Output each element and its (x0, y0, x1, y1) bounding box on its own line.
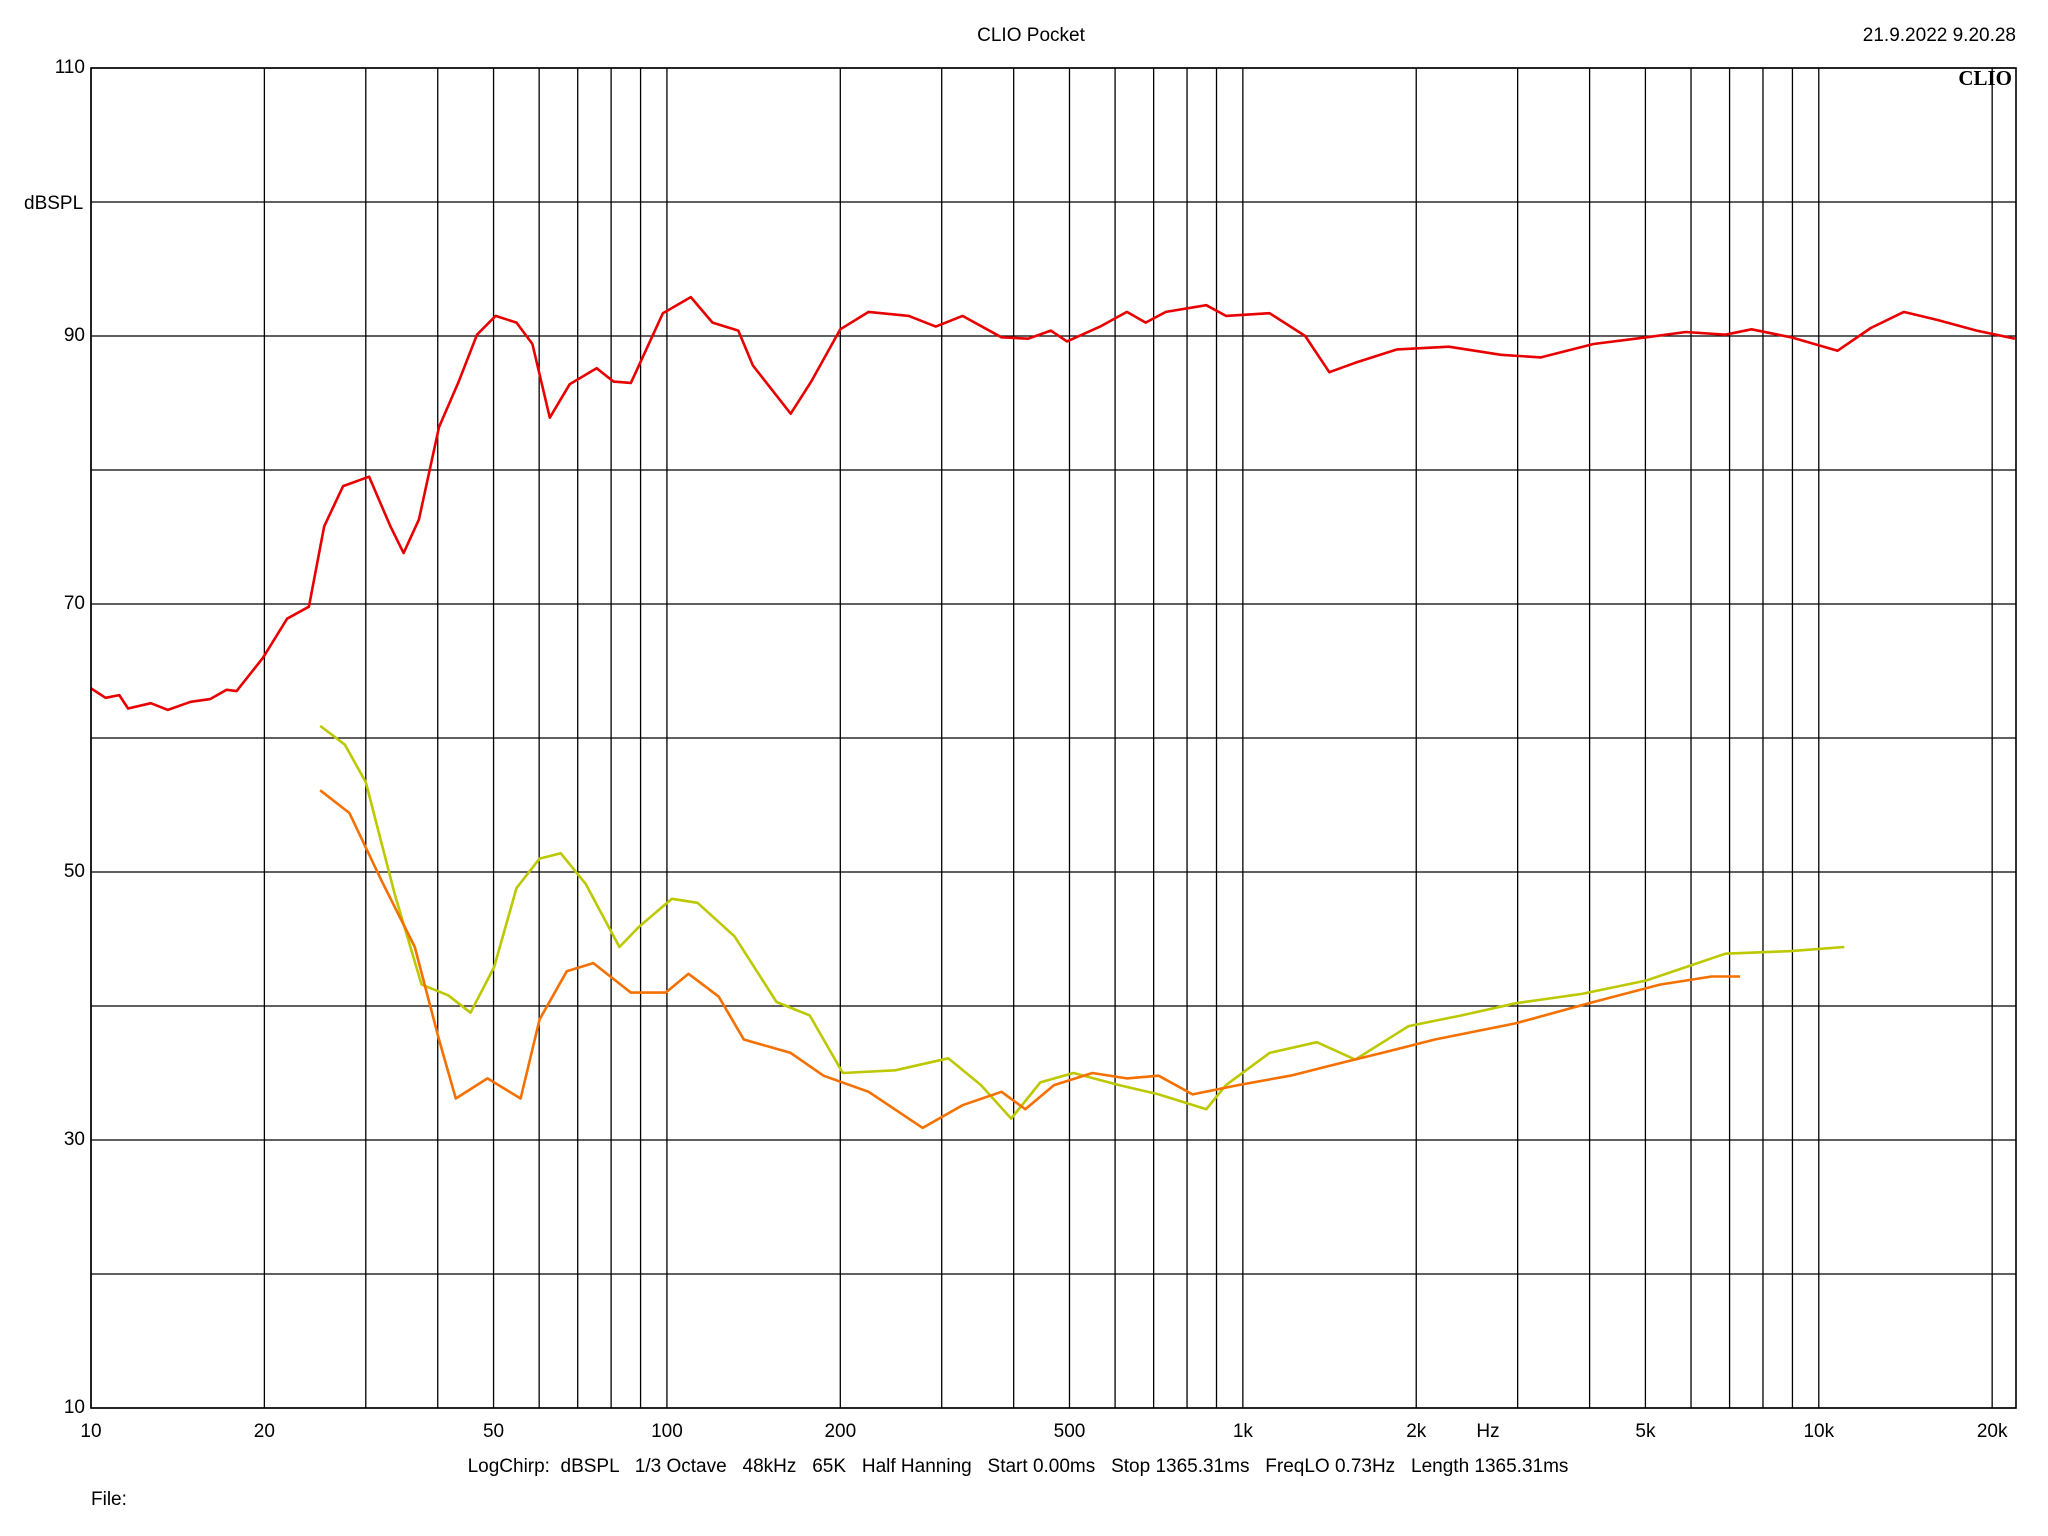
plot (90, 295, 2016, 1130)
chart-title: CLIO Pocket (977, 25, 1085, 46)
y-tick-label: 90 (64, 325, 85, 346)
data-line (319, 724, 1845, 1120)
y-tick-label: 10 (64, 1397, 85, 1418)
x-tick-label: 2k (1406, 1421, 1427, 1442)
data-line (319, 789, 1741, 1130)
y-tick-label: 30 (64, 1129, 85, 1150)
x-tick-label: 500 (1054, 1421, 1086, 1442)
x-tick-label: 10 (80, 1421, 101, 1442)
settings: LogChirp: dBSPL 1/3 Octave 48kHz 65K Hal… (468, 1456, 1569, 1477)
plot-frame (90, 67, 2017, 1409)
y-axis-label: dBSPL (24, 193, 83, 214)
x-tick-label: 20k (1977, 1421, 2008, 1442)
logo: CLIO (1958, 66, 2012, 90)
x-tick-label: 5k (1635, 1421, 1656, 1442)
file-label: File: (91, 1489, 127, 1510)
y-tick-label: 70 (64, 593, 85, 614)
timestamp: 21.9.2022 9.20.28 (1863, 25, 2016, 46)
x-tick-label: 1k (1233, 1421, 1254, 1442)
x-tick-label: 10k (1803, 1421, 1834, 1442)
grid (90, 67, 2016, 1409)
x-tick-label: 100 (651, 1421, 683, 1442)
x-tick-label: 20 (254, 1421, 275, 1442)
data-line (90, 295, 2016, 712)
y-tick-label: 110 (55, 57, 85, 78)
x-tick-label: 50 (483, 1421, 504, 1442)
x-tick-label: 200 (824, 1421, 856, 1442)
x-axis-label: Hz (1476, 1421, 1499, 1442)
y-tick-label: 50 (64, 861, 85, 882)
